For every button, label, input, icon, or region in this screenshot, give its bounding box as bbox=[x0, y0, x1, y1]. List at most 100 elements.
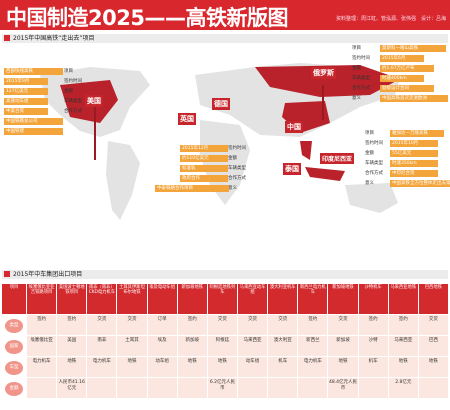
table-header-cell: 项目 bbox=[2, 284, 26, 314]
country-label-germany: 德国 bbox=[212, 98, 230, 110]
usa-value: 中美合资 bbox=[4, 108, 48, 115]
table-header-cell: 南非（南非）CKD电力机车 bbox=[87, 284, 117, 314]
table-cell: 交货 bbox=[87, 315, 117, 335]
thailand-value: 2015年12月 bbox=[180, 145, 228, 152]
usa-value: 中国铁建 bbox=[4, 128, 63, 135]
russia-value: 中国高铁首次走进欧洲 bbox=[380, 95, 448, 102]
usa-value: 127亿美元 bbox=[4, 88, 48, 95]
world-map-graphic bbox=[40, 63, 400, 220]
table-row-label: 车型 bbox=[2, 357, 26, 377]
table-cell: 交货 bbox=[268, 315, 298, 335]
table-cell bbox=[177, 378, 207, 398]
country-label-china: 中国 bbox=[285, 121, 303, 133]
map-section-bar: 2015年中国高铁“走出去”项目 bbox=[2, 34, 448, 43]
russia-value: 2015年6月 bbox=[380, 55, 424, 62]
table-cell: 订单 bbox=[147, 315, 177, 335]
table-cell bbox=[237, 378, 268, 398]
table-cell: 动车组 bbox=[147, 357, 177, 377]
thailand-field: 签约时间 bbox=[228, 146, 246, 151]
table-cell: 签约 bbox=[177, 315, 207, 335]
table-cell: 巴西 bbox=[418, 336, 448, 356]
thailand-field: 金额 bbox=[228, 156, 237, 161]
table-cell bbox=[268, 378, 298, 398]
table-cell: 交货 bbox=[207, 315, 237, 335]
russia-field: 车辆类型 bbox=[352, 76, 370, 81]
table-cell: 人民币41.16亿元 bbox=[57, 378, 87, 398]
russia-value: 约1.07万亿卢布 bbox=[380, 65, 434, 72]
table-header-cell: 埃塞俄比亚亚吉铁路项目 bbox=[27, 284, 57, 314]
thailand-value: 中泰铁路合作项目 bbox=[155, 185, 229, 192]
table-cell: 地铁 bbox=[418, 357, 448, 377]
row-label-text: 金额 bbox=[5, 382, 23, 396]
thailand-value: 标准轨 bbox=[180, 165, 228, 172]
table-cell bbox=[298, 378, 328, 398]
table-header-cell: 沙特机车 bbox=[358, 284, 388, 314]
indonesia-value: 中国高铁全方位整体走出去第一单 bbox=[390, 180, 450, 187]
row-label-text: 类型 bbox=[5, 319, 23, 333]
russia-field: 意义 bbox=[352, 96, 361, 101]
table-cell: 机车 bbox=[358, 357, 388, 377]
country-label-indonesia: 印度尼西亚 bbox=[320, 153, 355, 164]
table-grid: 项目 埃塞俄比亚亚吉铁路项目 美国波士顿地铁项目 南非（南非）CKD电力机车 土耳其伊斯… bbox=[2, 284, 448, 398]
table-cell: 地铁 bbox=[328, 357, 358, 377]
row-label-text: 国家 bbox=[5, 340, 23, 354]
indonesia-value: 雅加达—万隆高铁 bbox=[390, 130, 444, 137]
table-cell: 澳大利亚 bbox=[268, 336, 298, 356]
table-cell: 埃及 bbox=[147, 336, 177, 356]
thailand-field: 合作方式 bbox=[228, 176, 246, 181]
table-cell: 电力机车 bbox=[27, 357, 57, 377]
russia-field: 金额 bbox=[352, 66, 361, 71]
table-cell: 动车组 bbox=[237, 357, 268, 377]
thailand-field: 车辆类型 bbox=[228, 166, 246, 171]
thailand-value: 约110亿美元 bbox=[180, 155, 228, 162]
table-header-cell: 埃及电动车组 bbox=[147, 284, 177, 314]
table-cell: 电力机车 bbox=[298, 357, 328, 377]
table-cell: 地铁 bbox=[57, 357, 87, 377]
table-cell: 交货 bbox=[328, 315, 358, 335]
table-header-cell: 土耳其伊斯坦布尔地铁 bbox=[117, 284, 147, 314]
russia-value: 勘察设计合同 bbox=[380, 85, 434, 92]
table-cell: 马来西亚 bbox=[237, 336, 268, 356]
country-label-uk: 英国 bbox=[178, 113, 196, 125]
table-cell: 交货 bbox=[418, 315, 448, 335]
table-cell: 签约 bbox=[27, 315, 57, 335]
indonesia-field: 项目 bbox=[365, 131, 374, 136]
russia-value: 时速400km bbox=[380, 75, 424, 82]
table-cell: 48.4亿元人民币 bbox=[328, 378, 358, 398]
table-cell: 美国 bbox=[57, 336, 87, 356]
usa-field: 签约时间 bbox=[64, 79, 82, 84]
table-cell: 机车 bbox=[268, 357, 298, 377]
indonesia-field: 金额 bbox=[365, 151, 374, 156]
country-label-russia: 俄罗斯 bbox=[311, 67, 336, 79]
table-header-cell: 马来西亚动车组 bbox=[237, 284, 268, 314]
table-cell: 交货 bbox=[117, 315, 147, 335]
table-cell: 2.8亿元 bbox=[388, 378, 418, 398]
table-cell: 地铁 bbox=[117, 357, 147, 377]
table-cell bbox=[87, 378, 117, 398]
table-cell: 签约 bbox=[358, 315, 388, 335]
table-cell: 阿根廷 bbox=[207, 336, 237, 356]
table-cell: 新西兰 bbox=[298, 336, 328, 356]
table-cell: 签约 bbox=[388, 315, 418, 335]
table-header-cell: 新西兰电力机车 bbox=[298, 284, 328, 314]
table-row-label: 类型 bbox=[2, 315, 26, 335]
russia-field: 项目 bbox=[352, 46, 361, 51]
indonesia-value: 55亿美元 bbox=[390, 150, 438, 157]
table-header-cell: 马来西亚地铁 bbox=[388, 284, 418, 314]
indonesia-value: 时速350km bbox=[390, 160, 438, 167]
table-header-cell: 巴西地铁 bbox=[418, 284, 448, 314]
russia-value: 莫斯科—喀山高铁 bbox=[380, 45, 446, 52]
usa-value: 高速动车组 bbox=[4, 98, 48, 105]
table-header-cell: 澳大利亚机车 bbox=[268, 284, 298, 314]
usa-field: 项目 bbox=[64, 69, 73, 74]
section-marker-icon bbox=[4, 271, 10, 277]
thailand-field: 意义 bbox=[228, 186, 237, 191]
usa-value: 西部快线高铁 bbox=[4, 68, 63, 75]
usa-value: 中国铁路总公司 bbox=[4, 118, 63, 125]
table-cell: 地铁 bbox=[177, 357, 207, 377]
table-cell bbox=[418, 378, 448, 398]
table-row-label: 金额 bbox=[2, 378, 26, 398]
table-header-cell: 美国波士顿地铁项目 bbox=[57, 284, 87, 314]
export-projects-table: 项目 埃塞俄比亚亚吉铁路项目 美国波士顿地铁项目 南非（南非）CKD电力机车 土耳其伊斯… bbox=[2, 284, 448, 408]
indonesia-value: 2015年10月 bbox=[390, 140, 438, 147]
